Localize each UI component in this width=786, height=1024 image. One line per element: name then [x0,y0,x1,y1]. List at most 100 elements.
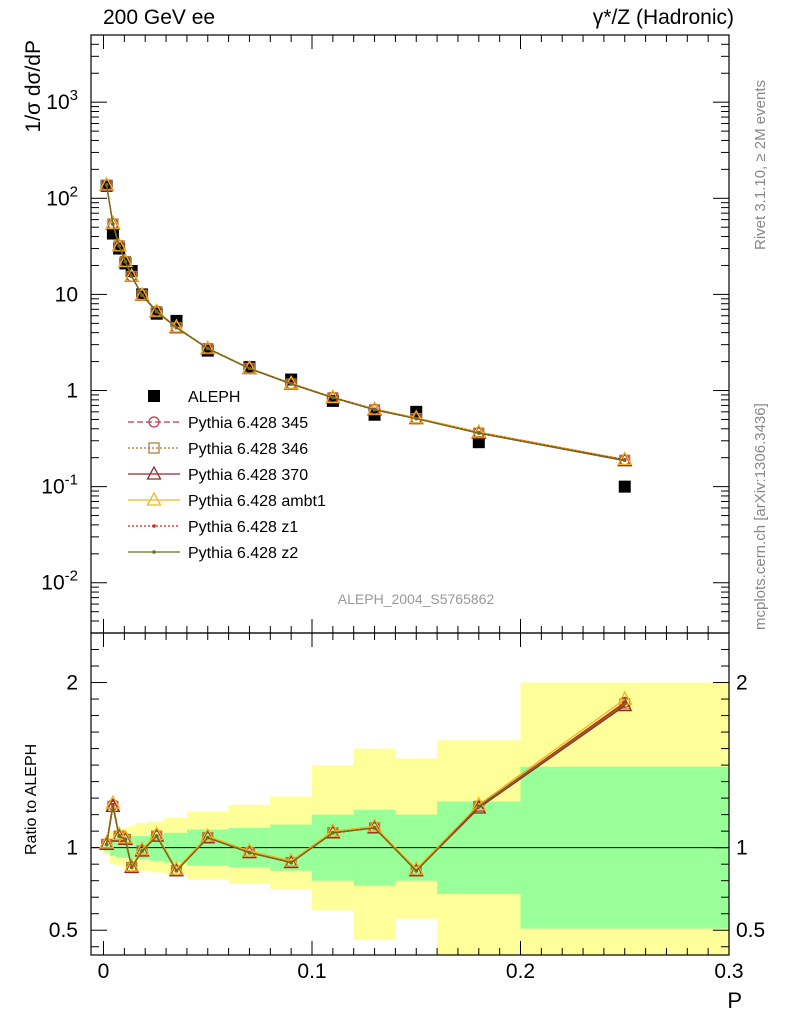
legend-entry-label: Pythia 6.428 ambt1 [188,493,326,510]
data-point-marker [149,826,165,841]
data-point-marker [99,835,115,851]
ratio-y-axis-label: Ratio to ALEPH [23,744,40,855]
data-point-marker [134,842,150,857]
legend-entry-label: Pythia 6.428 z2 [188,545,298,562]
data-point-marker [149,827,165,842]
band-inner-bin [122,836,129,858]
x-tick-label: 0 [98,960,110,983]
data-point-marker [111,804,115,809]
data-point-marker [111,826,127,841]
header-right-label: γ*/Z (Hadronic) [592,6,734,29]
data-point-marker [174,325,179,330]
data-point-marker [241,842,258,857]
data-point-marker [408,862,424,877]
series-line [105,185,625,461]
ratio-y-tick-label-right: 2 [736,672,748,695]
ratio-series-line [105,703,626,872]
data-point-marker [149,302,165,317]
series-line [105,184,625,461]
ratio-y-tick-label-right: 0.5 [736,919,765,942]
data-point-marker [366,817,383,832]
x-ticks: 0 0.1 0.2 0.3 [98,35,744,983]
y-tick-label: 1 [66,380,78,403]
data-point-marker [140,849,144,853]
header-left-label: 200 GeV ee [103,6,216,29]
series-line [105,184,625,461]
y-tick-label: 102 [46,183,78,210]
data-point-marker [168,862,185,877]
data-point-marker [117,253,133,268]
data-point-marker [117,834,121,838]
data-point-marker [146,491,162,506]
ratio-y-tick-label-right: 1 [736,837,748,860]
y-tick-label: 10-2 [41,568,78,595]
data-point-marker [289,382,293,386]
data-point-marker [325,822,341,837]
series-line [105,185,625,462]
data-point-marker [152,550,156,554]
data-point-marker [146,465,162,480]
data-point-marker [331,831,335,835]
data-point-marker [154,309,159,314]
legend-entry-label: Pythia 6.428 345 [188,415,308,432]
analysis-id-label: ALEPH_2004_S5765862 [338,591,495,607]
data-point-marker [622,702,627,706]
ratio-series-5 [104,702,627,873]
data-point-marker [99,176,115,191]
data-point-marker [408,409,424,424]
data-point-marker [99,834,115,849]
data-point-marker [618,480,631,493]
data-point-marker [117,244,121,248]
data-point-marker [414,416,419,421]
data-point-marker [472,436,485,449]
ratio-plot-frame [90,632,730,956]
ratio-y-tick-label-left: 2 [66,672,78,695]
data-point-marker [148,416,160,428]
data-point-marker [205,346,210,351]
data-point-marker [124,859,140,874]
data-point-marker [247,850,252,855]
data-point-marker [117,829,133,844]
data-point-marker [111,222,115,226]
data-point-marker [148,390,160,402]
data-point-marker [123,837,128,842]
x-tick-label: 0.3 [714,960,743,983]
data-point-marker [152,524,156,528]
y-tick-label: 10 [55,283,78,306]
legend-entry-label: Pythia 6.428 346 [188,441,308,458]
main-y-ticks: 10-2 10-1 1 10 102 103 [41,34,729,634]
data-point-marker [289,860,293,865]
main-series-6 [104,183,627,463]
data-point-marker [134,286,150,301]
x-axis-label: P [727,988,742,1013]
data-point-marker [111,237,127,252]
data-point-marker [205,835,210,840]
data-point-marker [104,842,109,847]
x-tick-label: 0.1 [297,960,326,983]
ratio-y-tick-label-left: 0.5 [49,919,78,942]
data-point-marker [124,857,140,872]
data-point-marker [331,395,335,400]
y-tick-label: 103 [46,87,78,114]
data-point-marker [617,451,633,466]
legend-entry-label: Pythia 6.428 370 [188,467,308,484]
data-point-marker [477,804,481,809]
data-point-marker [140,293,144,298]
data-point-marker [477,431,481,435]
data-point-marker [105,798,121,813]
series-line [105,184,625,461]
data-point-marker [471,423,487,438]
data-point-marker [129,865,134,870]
ratio-y-tick-label-left: 1 [66,837,78,860]
data-point-marker [123,259,128,264]
y-tick-label: 10-1 [41,472,78,499]
data-point-marker [154,834,159,838]
ratio-uncertainty-bands [103,682,729,955]
legend-entry-label: ALEPH [188,389,240,406]
data-point-marker [105,214,121,229]
main-series-5 [104,183,627,462]
data-point-marker [471,799,487,814]
data-point-marker [372,408,377,412]
data-point-marker [129,274,134,279]
